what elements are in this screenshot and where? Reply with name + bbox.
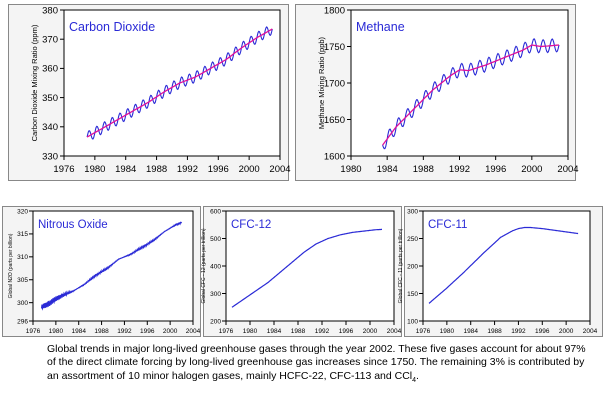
methane-xtick-label: 1980 — [340, 164, 361, 175]
n2o-ytick-label: 305 — [17, 277, 28, 284]
cfc11-xtick-label: 1996 — [535, 328, 550, 335]
methane-series-line — [382, 37, 560, 150]
methane-plot-area — [350, 9, 569, 157]
methane-ylabel: Methane Mixing Ratio (ppb) — [317, 36, 326, 129]
cfc12-series-line — [231, 228, 382, 308]
co2-xtick-label: 1988 — [146, 164, 167, 175]
n2o-series-line — [41, 221, 183, 311]
cfc11-title: CFC-11 — [428, 219, 467, 231]
methane-xtick-label: 1988 — [413, 164, 434, 175]
co2-trend-line — [86, 28, 273, 138]
caption-text: Global trends in major long-lived greenh… — [47, 343, 586, 382]
co2-xtick-label: 1980 — [84, 164, 105, 175]
methane-xtick-label: 1984 — [377, 164, 398, 175]
cfc11-xtick-label: 1976 — [416, 328, 431, 335]
n2o-ylabel: Global N2O (parts per billion) — [8, 233, 14, 298]
cfc11-ylabel: Global CFC - 11 (parts per trillion) — [398, 228, 404, 303]
co2-xtick-label: 2004 — [269, 164, 290, 175]
cfc12-xtick-label: 1988 — [291, 328, 306, 335]
methane-xtick-label: 1996 — [485, 164, 506, 175]
cfc12-ytick-label: 500 — [210, 236, 221, 243]
co2-ytick-label: 360 — [42, 64, 58, 75]
co2-xtick-label: 1996 — [208, 164, 229, 175]
methane-trend-line — [382, 44, 560, 146]
n2o-ytick-label: 310 — [17, 254, 28, 261]
co2-title: Carbon Dioxide — [69, 20, 155, 34]
methane-ytick-label: 1750 — [324, 42, 345, 53]
cfc12-xtick-label: 1980 — [243, 328, 258, 335]
co2-ytick-label: 370 — [42, 35, 58, 46]
caption-end: . — [416, 369, 419, 382]
cfc11-xtick-label: 1984 — [463, 328, 478, 335]
figure-caption: Global trends in major long-lived greenh… — [47, 343, 592, 384]
n2o-ytick-label: 296 — [17, 318, 28, 325]
n2o-title: Nitrous Oxide — [38, 219, 108, 231]
cfc11-xtick-label: 1980 — [440, 328, 455, 335]
cfc11-xtick-label: 1992 — [511, 328, 526, 335]
methane-xtick-label: 1992 — [449, 164, 470, 175]
cfc12-chart: 1976 1980 1984 1988 1992 1996 2000 2004 200 300 40… — [201, 206, 402, 337]
n2o-xtick-label: 1988 — [94, 328, 109, 335]
cfc12-xtick-label: 1984 — [267, 328, 282, 335]
n2o-xtick-label: 2000 — [163, 328, 178, 335]
cfc11-ytick-label: 300 — [407, 208, 418, 215]
methane-ytick-label: 1800 — [324, 5, 345, 16]
cfc11-chart: 1976 1980 1984 1988 1992 1996 2000 2004 100 150 20… — [398, 206, 603, 337]
cfc11-xtick-label: 1988 — [487, 328, 502, 335]
co2-xtick-label: 1992 — [177, 164, 198, 175]
methane-ytick-label: 1600 — [324, 151, 345, 162]
cfc12-xtick-label: 1996 — [339, 328, 354, 335]
methane-xtick-label: 2000 — [521, 164, 542, 175]
methane-chart: 1980 1984 1988 1992 1996 2000 2004 1600 1650 1700… — [295, 4, 579, 181]
co2-xtick-label: 1976 — [53, 164, 74, 175]
methane-xtick-label: 2004 — [557, 164, 578, 175]
cfc12-xtick-label: 2004 — [387, 328, 402, 335]
cfc11-ytick-label: 150 — [407, 291, 418, 298]
n2o-chart: 1976 1980 1984 1988 1992 1996 2000 2004 296 300 30… — [2, 206, 201, 337]
co2-ytick-label: 350 — [42, 93, 58, 104]
cfc11-xtick-label: 2000 — [559, 328, 574, 335]
cfc11-ytick-label: 100 — [407, 318, 418, 325]
n2o-ytick-label: 300 — [17, 300, 28, 307]
co2-xtick-label: 1984 — [115, 164, 136, 175]
cfc12-title: CFC-12 — [231, 219, 271, 231]
cfc11-ytick-label: 250 — [407, 236, 418, 243]
cfc12-xtick-label: 2000 — [363, 328, 378, 335]
n2o-xtick-label: 1980 — [49, 328, 64, 335]
n2o-xtick-label: 1996 — [140, 328, 155, 335]
cfc11-xtick-label: 2004 — [583, 328, 598, 335]
cfc11-plot-area — [422, 210, 591, 322]
cfc12-ytick-label: 200 — [210, 318, 221, 325]
cfc12-ylabel: Global CFC - 12 (parts per trillion) — [201, 228, 207, 303]
cfc11-series-line — [428, 226, 579, 304]
cfc12-xtick-label: 1992 — [315, 328, 330, 335]
co2-xtick-label: 2000 — [239, 164, 260, 175]
cfc12-ytick-label: 400 — [210, 263, 221, 270]
n2o-ytick-label: 320 — [17, 208, 28, 215]
co2-ytick-label: 330 — [42, 151, 58, 162]
n2o-ytick-label: 315 — [17, 231, 28, 238]
cfc12-ytick-label: 300 — [210, 291, 221, 298]
co2-ytick-label: 380 — [42, 5, 58, 16]
caption-subscript: 4 — [412, 376, 417, 384]
cfc12-plot-area — [225, 210, 395, 322]
n2o-plot-area — [32, 210, 194, 322]
cfc12-xtick-label: 1976 — [219, 328, 234, 335]
co2-chart: 1976 1980 1984 1988 1992 1996 2000 2004 330 340 35… — [8, 4, 291, 181]
methane-title: Methane — [356, 20, 405, 34]
figure: 1976 1980 1984 1988 1992 1996 2000 2004 330 340 35… — [2, 4, 603, 337]
methane-ytick-label: 1650 — [324, 115, 345, 126]
n2o-xtick-label: 1976 — [26, 328, 41, 335]
co2-ytick-label: 340 — [42, 122, 58, 133]
methane-ytick-label: 1700 — [324, 78, 345, 89]
n2o-xtick-label: 2004 — [186, 328, 201, 335]
n2o-xtick-label: 1984 — [71, 328, 86, 335]
co2-plot-area — [63, 9, 281, 157]
n2o-xtick-label: 1992 — [117, 328, 132, 335]
co2-ylabel: Carbon Dioxide Mixing Ratio (ppm) — [30, 24, 39, 141]
cfc12-ytick-label: 600 — [210, 208, 221, 215]
cfc11-ytick-label: 200 — [407, 263, 418, 270]
